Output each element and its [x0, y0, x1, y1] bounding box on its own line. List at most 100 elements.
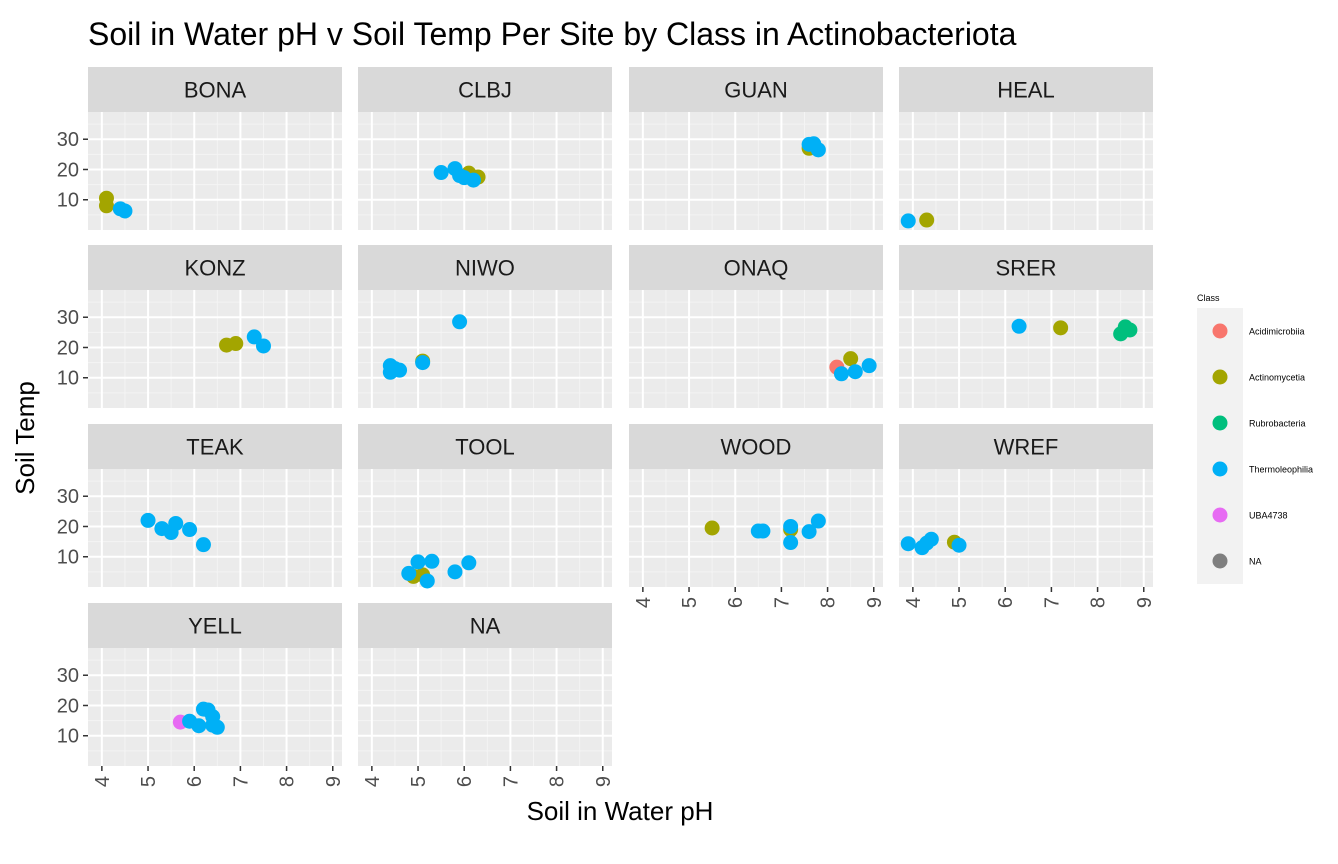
facet-panel-clbj: CLBJ	[358, 67, 612, 230]
data-point	[182, 522, 198, 538]
x-tick-label: 5	[949, 597, 971, 608]
facet-label: TEAK	[186, 435, 244, 460]
facet-panel-onaq: ONAQ	[629, 245, 883, 408]
facet-panel-konz: KONZ 10 20 30	[57, 245, 342, 408]
y-tick-label: 20	[57, 159, 79, 181]
x-tick-label: 6	[184, 776, 206, 787]
facet-label: KONZ	[184, 256, 245, 281]
data-point	[382, 364, 398, 380]
data-point	[246, 329, 262, 345]
legend-key	[1212, 553, 1228, 569]
x-tick-label: 4	[903, 597, 925, 608]
data-point	[783, 535, 799, 551]
panel-background	[629, 290, 883, 408]
facet-strip	[629, 245, 883, 290]
data-point	[228, 336, 244, 352]
y-tick-label: 20	[57, 695, 79, 717]
facet-strip	[899, 424, 1153, 469]
legend-key	[1212, 323, 1228, 339]
data-point	[1113, 326, 1129, 342]
facet-label: WREF	[994, 435, 1059, 460]
data-point	[833, 366, 849, 382]
x-tick-label: 5	[138, 776, 160, 787]
facet-panel-guan: GUAN	[629, 67, 883, 230]
x-tick-label: 8	[818, 597, 840, 608]
data-point	[783, 518, 799, 534]
y-tick-label: 30	[57, 307, 79, 329]
facet-label: BONA	[184, 78, 247, 103]
panel-background	[358, 469, 612, 587]
panel-background	[899, 469, 1153, 587]
facet-panel-wood: WOOD 4 5 6 7 8 9	[629, 424, 886, 608]
data-point	[415, 355, 431, 371]
legend-label: Rubrobacteria	[1249, 419, 1306, 429]
data-point	[447, 564, 463, 580]
data-point	[704, 520, 720, 536]
x-tick-label: 4	[362, 776, 384, 787]
y-tick-label: 20	[57, 516, 79, 538]
data-point	[1011, 318, 1027, 334]
x-tick-label: 4	[92, 776, 114, 787]
facet-strip	[629, 67, 883, 112]
x-tick-label: 7	[1041, 597, 1063, 608]
panel-background	[629, 112, 883, 230]
facet-label: WOOD	[721, 435, 792, 460]
facet-label: HEAL	[997, 78, 1054, 103]
facet-strip	[358, 424, 612, 469]
panel-background	[358, 648, 612, 766]
facet-label: SRER	[995, 256, 1056, 281]
x-tick-label: 6	[725, 597, 747, 608]
legend-label: UBA4738	[1249, 511, 1288, 521]
facet-strip	[899, 67, 1153, 112]
data-point	[163, 525, 179, 541]
data-point	[410, 554, 426, 570]
facet-label: YELL	[188, 614, 242, 639]
facet-panel-srer: SRER	[899, 245, 1153, 408]
legend-key	[1212, 415, 1228, 431]
x-tick-label: 7	[230, 776, 252, 787]
data-point	[843, 351, 859, 367]
facet-panel-tool: TOOL	[358, 424, 612, 589]
data-point	[209, 719, 225, 735]
y-tick-label: 20	[57, 337, 79, 359]
y-tick-label: 10	[57, 368, 79, 390]
facet-label: NA	[470, 614, 501, 639]
chart-title: Soil in Water pH v Soil Temp Per Site by…	[88, 16, 1017, 52]
data-point	[919, 212, 935, 228]
facet-label: TOOL	[455, 435, 515, 460]
data-point	[951, 537, 967, 553]
facet-label: NIWO	[455, 256, 515, 281]
x-axis-label: Soil in Water pH	[527, 796, 714, 826]
data-point	[140, 512, 156, 528]
data-point	[900, 536, 916, 552]
facet-strip	[358, 245, 612, 290]
data-point	[117, 203, 133, 219]
facet-panel-teak: TEAK 10 20 30	[57, 424, 342, 587]
facet-strip	[629, 424, 883, 469]
facet-panel-bona: BONA 10 20 30	[57, 67, 342, 230]
legend-label: NA	[1249, 557, 1262, 567]
panel-background	[88, 648, 342, 766]
data-point	[810, 513, 826, 529]
panel-background	[358, 112, 612, 230]
data-point	[801, 524, 817, 540]
x-tick-label: 9	[1134, 597, 1156, 608]
panel-background	[899, 290, 1153, 408]
data-point	[419, 573, 435, 589]
facet-strip	[88, 424, 342, 469]
facet-label: ONAQ	[724, 256, 789, 281]
facet-panel-wref: WREF 4 5 6 7 8 9	[899, 424, 1156, 608]
data-point	[452, 314, 468, 330]
y-tick-label: 10	[57, 726, 79, 748]
data-point	[847, 364, 863, 380]
y-tick-label: 10	[57, 190, 79, 212]
facet-strip	[88, 603, 342, 648]
legend-label: Actinomycetia	[1249, 373, 1305, 383]
x-tick-label: 9	[593, 776, 615, 787]
facet-strip	[358, 603, 612, 648]
facet-strip	[899, 245, 1153, 290]
panel-background	[899, 112, 1153, 230]
y-tick-label: 30	[57, 665, 79, 687]
facet-panel-yell: YELL 10 20 30 4 5 6 7 8 9	[57, 603, 345, 787]
